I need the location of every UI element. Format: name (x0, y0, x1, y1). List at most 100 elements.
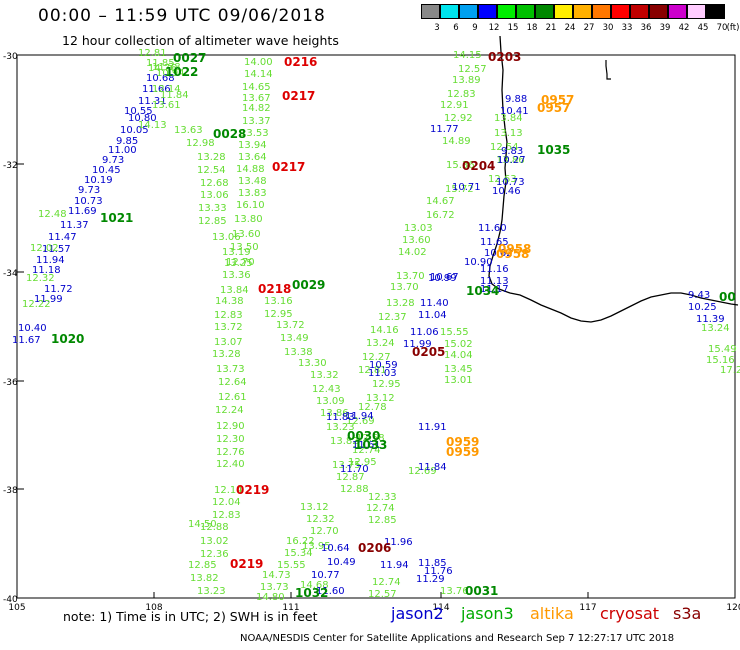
wave-height-value: 14.80 (256, 592, 285, 603)
wave-height-value: 10.99 (428, 273, 457, 284)
wave-height-value: 13.94 (238, 140, 267, 151)
lat-label: -40 (3, 595, 18, 605)
wave-height-value: 11.03 (368, 368, 397, 379)
wave-height-value: 15.36 (446, 160, 475, 171)
wave-height-value: 14.89 (442, 136, 471, 147)
wave-height-value: 12.70 (226, 257, 255, 268)
wave-height-value: 11.17 (480, 284, 509, 295)
wave-height-value: 10.27 (497, 155, 526, 166)
wave-height-value: 10.59 (369, 360, 398, 371)
scale-swatch (668, 4, 687, 19)
pass-time-label: 0205 (412, 345, 445, 359)
wave-height-value: 11.00 (108, 145, 137, 156)
pass-time-label: 0029 (292, 278, 325, 292)
wave-height-value: 11.96 (384, 537, 413, 548)
scale-swatch (459, 4, 478, 19)
scale-swatch (630, 4, 649, 19)
wave-height-value: 11.99 (403, 339, 432, 350)
wave-height-value: 12.78 (358, 402, 387, 413)
wave-height-value: 14.68 (300, 580, 329, 591)
wave-height-value: 12.32 (306, 514, 335, 525)
wave-height-value: 11.29 (416, 574, 445, 585)
wave-height-value: 13.86 (320, 408, 349, 419)
wave-height-value: 12.68 (200, 178, 229, 189)
wave-height-value: 14.50 (188, 519, 217, 530)
wave-height-value: 15.16 (706, 355, 735, 366)
wave-height-value: 16.72 (426, 210, 455, 221)
coastline-australia (488, 35, 739, 323)
wave-height-value: 13.61 (152, 100, 181, 111)
wave-height-value: 9.73 (78, 185, 100, 196)
wave-height-value: 13.45 (444, 364, 473, 375)
wave-height-value: 15.55 (440, 327, 469, 338)
pass-time-label: 0219 (236, 483, 269, 497)
wave-height-value: 11.84 (418, 462, 447, 473)
scale-swatch (421, 4, 440, 19)
wave-height-value: 12.95 (372, 379, 401, 390)
wave-height-value: 13.72 (214, 322, 243, 333)
wave-height-value: 13.23 (326, 422, 355, 433)
wave-height-value: 13.95 (302, 541, 331, 552)
wave-height-value: 13.28 (197, 152, 226, 163)
wave-height-value: 11.70 (340, 464, 369, 475)
wave-height-value: 13.89 (452, 75, 481, 86)
legend-s3a: s3a (673, 604, 702, 623)
wave-height-value: 13.82 (330, 436, 359, 447)
scale-label: 30 (602, 23, 614, 33)
lat-label: -34 (3, 269, 18, 279)
wave-height-value: 12.98 (186, 138, 215, 149)
legend-jason2: jason2 (391, 604, 444, 623)
pass-time-label: 0959 (446, 435, 479, 449)
wave-height-value: 12.76 (216, 447, 245, 458)
lat-label: -38 (3, 486, 18, 496)
wave-height-value: 11.13 (480, 276, 509, 287)
wave-height-value: 12.70 (310, 526, 339, 537)
pass-time-label: 0958 (496, 247, 529, 261)
wave-height-value: 13.70 (390, 282, 419, 293)
wave-height-value: 13.64 (238, 152, 267, 163)
wave-height-value: 12.90 (216, 421, 245, 432)
wave-height-value: 12.40 (216, 459, 245, 470)
wave-height-value: 13.73 (216, 364, 245, 375)
lon-label: 117 (579, 603, 596, 613)
wave-height-value: 11.38 (152, 62, 181, 73)
wave-height-value: 10.19 (84, 175, 113, 186)
wave-height-value: 9.88 (505, 94, 527, 105)
scale-label: 6 (453, 23, 459, 33)
scale-label: 39 (659, 23, 671, 33)
wave-height-value: 13.48 (238, 176, 267, 187)
wave-height-value: 12.92 (444, 113, 473, 124)
wave-height-value: 12.48 (38, 209, 67, 220)
wave-height-value: 13.28 (212, 349, 241, 360)
pass-time-label: 00 (719, 290, 736, 304)
wave-height-value: 13.86 (496, 155, 525, 166)
wave-height-value: 14.38 (215, 296, 244, 307)
wave-height-value: 12.54 (490, 142, 519, 153)
wave-height-value: 12.83 (214, 310, 243, 321)
wave-height-value: 12.33 (368, 492, 397, 503)
scale-label: 18 (526, 23, 538, 33)
wave-height-value: 15.02 (444, 339, 473, 350)
wave-height-value: 12.30 (216, 434, 245, 445)
wave-height-value: 13.84 (220, 285, 249, 296)
wave-height-value: 12.43 (312, 384, 341, 395)
coastline-inlet (605, 60, 611, 80)
wave-height-value: 14.82 (242, 103, 271, 114)
pass-time-label: 0206 (358, 541, 391, 555)
wave-height-value: 12.27 (362, 352, 391, 363)
wave-height-value: 13.28 (386, 298, 415, 309)
wave-height-value: 11.83 (326, 412, 355, 423)
scale-label: 24 (564, 23, 576, 33)
wave-height-value: 12.61 (218, 392, 247, 403)
wave-height-value: 14.88 (236, 164, 265, 175)
wave-height-value: 10.55 (124, 106, 153, 117)
wave-height-value: 13.23 (197, 586, 226, 597)
pass-time-label: 1032 (295, 586, 328, 600)
wave-height-value: 9.85 (116, 136, 138, 147)
wave-height-value: 10.46 (492, 186, 521, 197)
wave-height-value: 13.67 (242, 93, 271, 104)
wave-height-value: 12.57 (458, 64, 487, 75)
scale-swatch (573, 4, 592, 19)
scale-swatch (478, 4, 497, 19)
